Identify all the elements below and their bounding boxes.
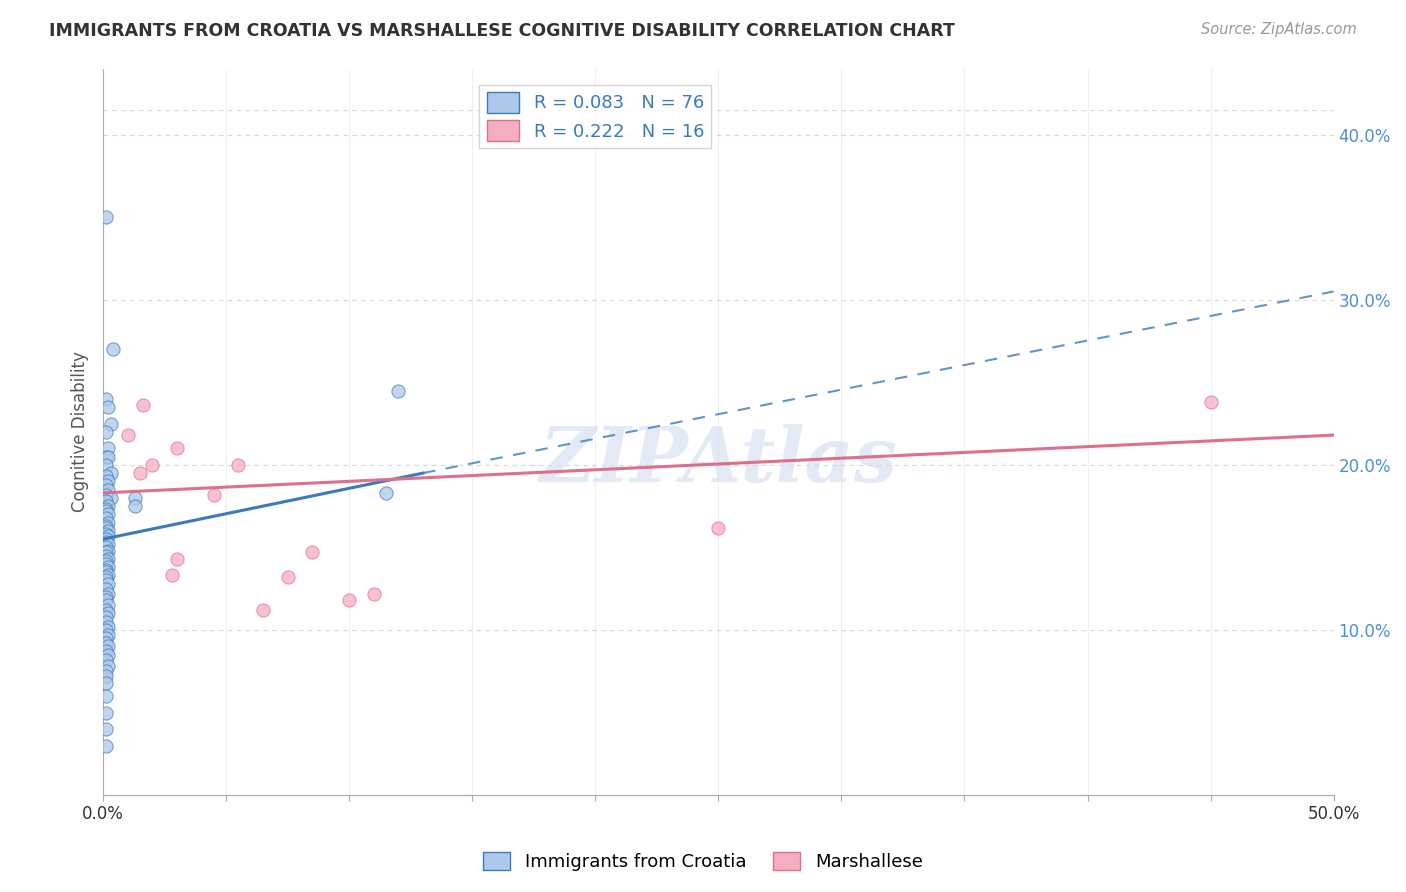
Point bbox=[202, 487, 225, 501]
Point bbox=[94, 392, 117, 406]
Point bbox=[94, 504, 117, 518]
Point bbox=[363, 586, 385, 600]
Point bbox=[97, 450, 120, 464]
Text: Source: ZipAtlas.com: Source: ZipAtlas.com bbox=[1201, 22, 1357, 37]
Point bbox=[94, 664, 117, 678]
Point bbox=[166, 552, 188, 566]
Point bbox=[97, 516, 120, 530]
Point bbox=[94, 510, 117, 524]
Point bbox=[94, 532, 117, 546]
Point bbox=[94, 570, 117, 584]
Point bbox=[97, 475, 120, 489]
Point bbox=[100, 466, 122, 480]
Point bbox=[1199, 395, 1222, 409]
Point bbox=[131, 398, 153, 412]
Point bbox=[94, 590, 117, 604]
Point bbox=[97, 598, 120, 612]
Point bbox=[94, 502, 117, 516]
Point bbox=[94, 210, 117, 224]
Point bbox=[141, 458, 163, 472]
Point bbox=[375, 486, 398, 500]
Point bbox=[97, 442, 120, 456]
Point bbox=[94, 644, 117, 658]
Point bbox=[252, 603, 274, 617]
Point bbox=[124, 499, 146, 513]
Point bbox=[94, 541, 117, 555]
Point bbox=[94, 458, 117, 472]
Point bbox=[100, 491, 122, 505]
Point bbox=[160, 568, 183, 582]
Y-axis label: Cognitive Disability: Cognitive Disability bbox=[72, 351, 89, 512]
Point bbox=[94, 565, 117, 579]
Point bbox=[94, 450, 117, 464]
Point bbox=[94, 425, 117, 439]
Point bbox=[97, 524, 120, 538]
Point bbox=[94, 739, 117, 753]
Point bbox=[97, 483, 120, 497]
Point bbox=[129, 466, 152, 480]
Point bbox=[228, 458, 250, 472]
Point bbox=[94, 722, 117, 736]
Point bbox=[97, 640, 120, 654]
Point bbox=[94, 519, 117, 533]
Point bbox=[97, 568, 120, 582]
Point bbox=[97, 659, 120, 673]
Point bbox=[94, 593, 117, 607]
Point bbox=[94, 653, 117, 667]
Point bbox=[166, 442, 188, 456]
Point bbox=[94, 609, 117, 624]
Point bbox=[97, 628, 120, 642]
Point bbox=[117, 428, 139, 442]
Point bbox=[100, 417, 122, 431]
Point bbox=[94, 469, 117, 483]
Point bbox=[97, 499, 120, 513]
Point bbox=[301, 545, 323, 559]
Point bbox=[707, 520, 730, 534]
Point bbox=[97, 508, 120, 522]
Point bbox=[94, 623, 117, 637]
Text: IMMIGRANTS FROM CROATIA VS MARSHALLESE COGNITIVE DISABILITY CORRELATION CHART: IMMIGRANTS FROM CROATIA VS MARSHALLESE C… bbox=[49, 22, 955, 40]
Point bbox=[94, 527, 117, 541]
Point bbox=[97, 529, 120, 543]
Point bbox=[94, 689, 117, 703]
Point bbox=[97, 537, 120, 551]
Point bbox=[94, 615, 117, 629]
Point bbox=[97, 400, 120, 414]
Point bbox=[94, 574, 117, 588]
Point bbox=[97, 543, 120, 558]
Point bbox=[387, 384, 409, 398]
Point bbox=[94, 564, 117, 578]
Point bbox=[94, 603, 117, 617]
Point bbox=[94, 545, 117, 559]
Point bbox=[94, 675, 117, 690]
Point bbox=[94, 535, 117, 549]
Point bbox=[94, 582, 117, 596]
Point bbox=[124, 491, 146, 505]
Point bbox=[97, 576, 120, 591]
Legend: R = 0.083   N = 76, R = 0.222   N = 16: R = 0.083 N = 76, R = 0.222 N = 16 bbox=[479, 85, 711, 148]
Point bbox=[94, 706, 117, 720]
Point bbox=[94, 477, 117, 491]
Point bbox=[97, 648, 120, 662]
Point bbox=[277, 570, 299, 584]
Point bbox=[97, 552, 120, 566]
Point bbox=[94, 553, 117, 567]
Point bbox=[97, 620, 120, 634]
Point bbox=[337, 593, 360, 607]
Text: ZIPAtlas: ZIPAtlas bbox=[540, 424, 897, 498]
Point bbox=[97, 560, 120, 574]
Legend: Immigrants from Croatia, Marshallese: Immigrants from Croatia, Marshallese bbox=[477, 845, 929, 879]
Point bbox=[94, 520, 117, 534]
Point bbox=[94, 487, 117, 501]
Point bbox=[101, 343, 124, 357]
Point bbox=[94, 494, 117, 508]
Point bbox=[94, 557, 117, 571]
Point bbox=[94, 631, 117, 645]
Point bbox=[97, 607, 120, 621]
Point bbox=[94, 549, 117, 563]
Point bbox=[94, 669, 117, 683]
Point bbox=[94, 636, 117, 650]
Point bbox=[97, 586, 120, 600]
